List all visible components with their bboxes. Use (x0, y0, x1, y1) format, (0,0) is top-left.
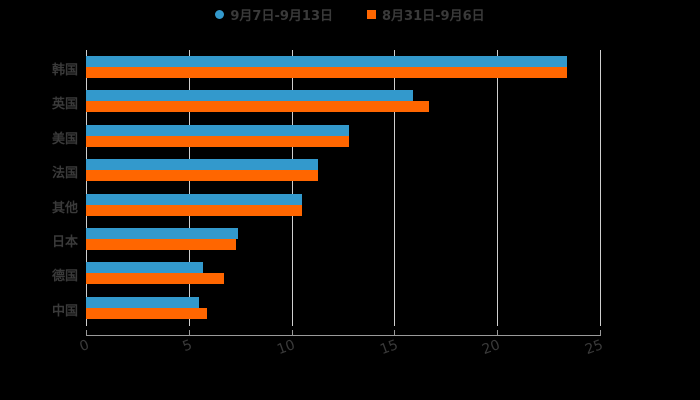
bar[interactable] (86, 296, 200, 308)
x-tick-label: 15 (377, 337, 400, 359)
y-tick-label: 德国 (51, 269, 78, 285)
x-tick (394, 330, 396, 336)
legend-label: 8月31日-9月6日 (382, 8, 485, 24)
x-tick-label: 0 (77, 337, 92, 356)
bar-group (86, 296, 600, 331)
x-tick-label: 20 (480, 337, 503, 359)
bar[interactable] (86, 228, 239, 239)
legend-label: 9月7日-9月13日 (230, 8, 333, 24)
legend-circle-icon (215, 9, 225, 19)
bar-group (86, 56, 600, 90)
bar-group (86, 193, 600, 228)
y-axis-line (86, 50, 87, 326)
bar[interactable] (86, 204, 302, 216)
bar-group (86, 262, 600, 296)
bar[interactable] (86, 101, 430, 113)
x-tick-label: 5 (180, 337, 195, 356)
gridline (188, 50, 190, 326)
legend-item-series-2[interactable]: 8月31日-9月6日 (367, 4, 485, 24)
x-tick (291, 330, 293, 336)
bar[interactable] (86, 124, 350, 136)
x-axis: 0 5 10 15 20 25 (78, 330, 605, 358)
y-tick-label: 其他 (51, 200, 78, 216)
gridline (291, 50, 293, 326)
gridline (600, 50, 601, 326)
bar[interactable] (86, 90, 413, 102)
bar[interactable] (86, 307, 208, 319)
bar-group (86, 90, 600, 124)
bar[interactable] (86, 262, 204, 274)
bar-group (86, 228, 600, 262)
bar[interactable] (86, 239, 237, 250)
plot-area (86, 50, 601, 326)
bar[interactable] (86, 159, 319, 171)
chart-legend: 9月7日-9月13日 8月31日-9月6日 (0, 4, 700, 24)
bar[interactable] (86, 170, 319, 182)
y-tick-label: 英国 (51, 97, 78, 113)
y-tick-label: 韩国 (51, 63, 78, 78)
x-tick (497, 330, 499, 336)
bar[interactable] (86, 193, 302, 205)
x-tick-label: 25 (583, 337, 606, 359)
y-tick-label: 中国 (51, 303, 78, 319)
y-tick-label: 法国 (51, 166, 78, 182)
bar[interactable] (86, 67, 568, 78)
legend-item-series-1[interactable]: 9月7日-9月13日 (215, 4, 333, 24)
x-tick (86, 330, 87, 336)
y-tick-label: 美国 (51, 131, 78, 147)
y-tick-label: 日本 (51, 235, 78, 250)
bar-group (86, 124, 600, 159)
x-tick-label: 10 (274, 337, 298, 359)
gridline (497, 50, 499, 326)
x-tick (600, 330, 601, 336)
bar-group (86, 159, 600, 193)
bar[interactable] (86, 56, 568, 67)
bar[interactable] (86, 135, 350, 147)
gridline (394, 50, 396, 326)
legend-square-icon (367, 9, 376, 19)
x-tick (188, 330, 190, 336)
bar[interactable] (86, 273, 224, 285)
